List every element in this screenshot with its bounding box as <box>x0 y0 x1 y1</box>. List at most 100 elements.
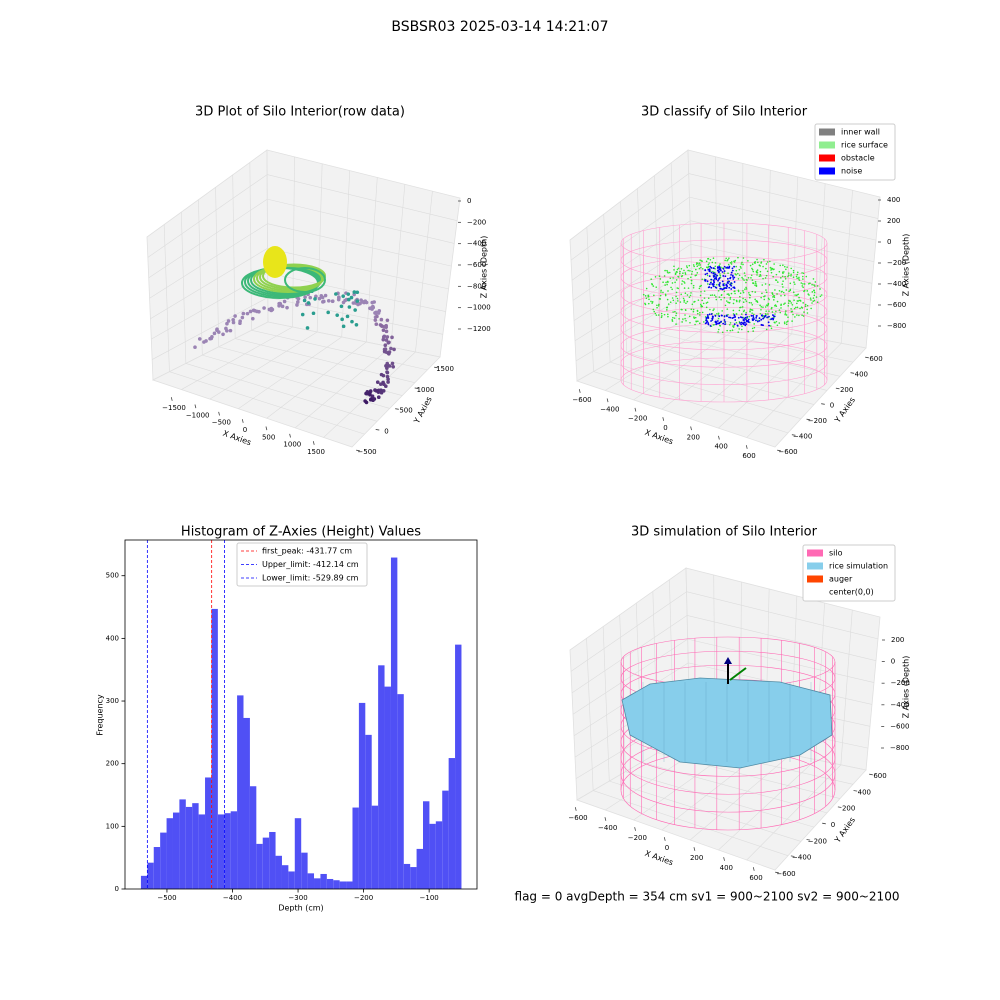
y-tick-label: −400 <box>793 433 812 441</box>
decor-point <box>754 298 756 301</box>
decor-point <box>811 291 814 293</box>
decor-point <box>674 281 676 284</box>
pane-grid <box>586 638 594 791</box>
decor-point <box>784 310 787 312</box>
decor-point <box>740 323 743 326</box>
z-tick-label: −200 <box>887 259 906 267</box>
decor-point <box>684 309 687 312</box>
pane-grid <box>816 183 826 339</box>
decor-point <box>720 314 723 317</box>
decor-point <box>732 278 735 280</box>
decor-point <box>238 321 242 326</box>
decor-point <box>730 271 733 274</box>
decor-point <box>723 319 726 321</box>
decor-point <box>706 274 709 277</box>
decor-point <box>711 315 714 318</box>
x-tick-label: −600 <box>572 396 591 404</box>
pane-grid <box>659 333 841 377</box>
z-tick-label: −800 <box>890 744 909 752</box>
decor-point <box>718 284 721 287</box>
decor-point <box>770 269 772 271</box>
decor-point <box>742 297 744 300</box>
z-tick-label: 0 <box>467 197 471 205</box>
bar <box>217 814 225 889</box>
bar <box>224 813 231 889</box>
plot-title: 3D classify of Silo Interior <box>641 105 808 120</box>
decor-point <box>675 291 678 294</box>
x-tick-label: 500 <box>262 433 275 441</box>
pane-grid <box>676 324 854 363</box>
decor-point <box>730 282 733 285</box>
decor-point <box>737 331 740 333</box>
decor-point <box>753 313 755 316</box>
decor-point <box>285 305 289 310</box>
decor-point <box>320 295 325 300</box>
decor-point <box>698 267 701 270</box>
decor-point <box>742 278 744 280</box>
decor-point <box>782 280 784 282</box>
decor-point <box>749 308 752 311</box>
decor-point <box>656 306 658 309</box>
decor-point <box>801 272 803 274</box>
decor-point <box>695 263 698 265</box>
decor-point <box>683 282 686 284</box>
decor-point <box>676 297 679 300</box>
decor-point <box>745 318 747 321</box>
z-tick-label: −400 <box>467 240 486 248</box>
bar <box>288 871 295 889</box>
decor-point <box>224 326 228 331</box>
decor-point <box>765 263 768 265</box>
bar <box>435 821 443 889</box>
decor-point <box>389 346 393 351</box>
decor-point <box>664 284 666 286</box>
decor-point <box>717 290 720 292</box>
decor-point <box>732 309 735 312</box>
decor-point <box>683 287 686 289</box>
decor-point <box>690 292 692 294</box>
decor-point <box>752 330 755 332</box>
decor-point <box>729 316 732 319</box>
decor-point <box>780 294 782 297</box>
tick-mark <box>865 356 869 359</box>
pane-grid <box>238 336 342 409</box>
decor-point <box>738 328 740 330</box>
decor-point <box>768 315 770 318</box>
decor-point <box>657 304 660 307</box>
decor-point <box>750 274 753 277</box>
bar <box>378 665 385 889</box>
decor-point <box>779 264 782 267</box>
decor-point <box>712 279 715 282</box>
decor-point <box>701 311 704 314</box>
y-tick-label: 1500 <box>436 365 454 373</box>
decor-point <box>783 321 786 323</box>
decor-point <box>738 300 741 303</box>
decor-point <box>767 313 769 315</box>
decor-point <box>729 298 732 300</box>
decor-point <box>811 302 813 304</box>
plot-histogram: −500 −400 −300 −200 −100 0 100 200 300 400 500 Hist… <box>96 525 478 913</box>
tick-mark <box>289 433 291 438</box>
decor-point <box>745 279 748 281</box>
decor-point <box>807 293 810 295</box>
decor-point <box>752 316 755 319</box>
decor-point <box>756 269 759 271</box>
pane-grid <box>573 244 692 321</box>
decor-point <box>717 279 719 282</box>
decor-point <box>687 287 690 289</box>
decor-point <box>810 307 812 310</box>
decor-point <box>702 321 705 323</box>
decor-point <box>694 274 697 277</box>
decor-point <box>781 290 783 293</box>
bar <box>153 847 161 889</box>
decor-point <box>819 288 821 290</box>
decor-point <box>745 313 747 316</box>
decor-point <box>792 276 795 279</box>
decor-point <box>798 278 800 280</box>
decor-point <box>813 284 815 286</box>
decor-point <box>667 290 669 292</box>
x-tick-label: −1500 <box>162 404 186 412</box>
decor-point <box>729 329 732 332</box>
decor-point <box>772 299 775 301</box>
decor-point <box>707 322 710 324</box>
decor-point <box>739 299 741 302</box>
